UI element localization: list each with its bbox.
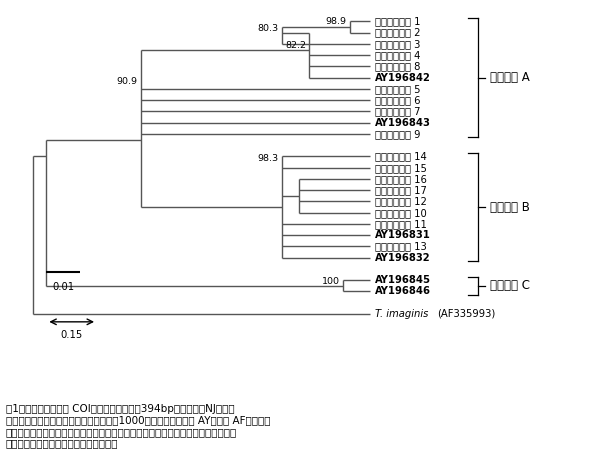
Text: ハプロタイプ 10: ハプロタイプ 10 [375,207,427,218]
Text: 98.9: 98.9 [325,17,346,26]
Text: ハプロタイプ 7: ハプロタイプ 7 [375,106,421,116]
Text: ハプロタイプ 4: ハプロタイプ 4 [375,50,421,60]
Text: AY196845: AY196845 [375,275,431,285]
Text: 図1　ネギアザミウマ COI遣伝子塗基配列（394bp）に基づくNJ系統樹
　　各枝の数値はブートストラップ値（1000回）を示す。図中 AYおよび AFで始ま: 図1 ネギアザミウマ COI遣伝子塗基配列（394bp）に基づくNJ系統樹 各枝… [6,404,271,448]
Text: グループ A: グループ A [490,71,530,84]
Text: 82.2: 82.2 [285,40,306,49]
Text: 98.3: 98.3 [258,154,279,163]
Text: 80.3: 80.3 [258,24,279,33]
Text: ハプロタイプ 2: ハプロタイプ 2 [375,28,421,38]
Text: ハプロタイプ 1: ハプロタイプ 1 [375,16,421,26]
Text: ハプロタイプ 13: ハプロタイプ 13 [375,241,427,251]
Text: 0.15: 0.15 [61,330,83,340]
Text: ハプロタイプ 6: ハプロタイプ 6 [375,95,421,105]
Text: ハプロタイプ 15: ハプロタイプ 15 [375,163,427,173]
Text: ハプロタイプ 11: ハプロタイプ 11 [375,219,427,229]
Text: (AF335993): (AF335993) [437,309,496,319]
Text: グループ C: グループ C [490,280,530,292]
Text: ハプロタイプ 9: ハプロタイプ 9 [375,129,421,139]
Text: AY196831: AY196831 [375,230,431,240]
Text: 100: 100 [322,277,340,286]
Text: AY196843: AY196843 [375,118,431,128]
Text: ハプロタイプ 17: ハプロタイプ 17 [375,185,427,195]
Text: グループ B: グループ B [490,201,530,213]
Text: AY196832: AY196832 [375,253,431,263]
Text: 90.9: 90.9 [117,77,137,86]
Text: T. imaginis: T. imaginis [375,309,428,319]
Text: ハプロタイプ 16: ハプロタイプ 16 [375,174,427,184]
Text: AY196846: AY196846 [375,286,431,296]
Text: ハプロタイプ 12: ハプロタイプ 12 [375,197,427,207]
Text: ハプロタイプ 8: ハプロタイプ 8 [375,62,421,72]
Text: 0.01: 0.01 [52,283,74,293]
Text: ハプロタイプ 3: ハプロタイプ 3 [375,39,421,49]
Text: AY196842: AY196842 [375,72,431,82]
Text: ハプロタイプ 14: ハプロタイプ 14 [375,151,427,161]
Text: ハプロタイプ 5: ハプロタイプ 5 [375,84,421,94]
